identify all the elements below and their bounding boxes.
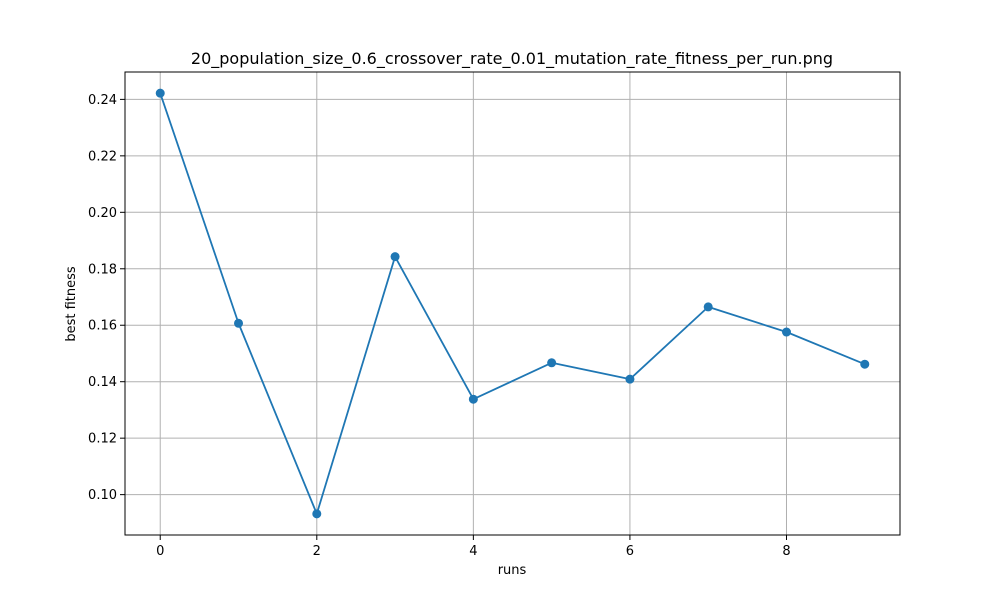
y-tick-label: 0.10 bbox=[88, 488, 117, 503]
y-tick-label: 0.14 bbox=[88, 375, 117, 390]
data-point bbox=[625, 374, 635, 384]
data-point bbox=[468, 394, 478, 404]
x-tick-label: 0 bbox=[156, 544, 164, 559]
axis-ticks: 0 2 4 6 8 0.10 0.12 0.14 0.16 0.18 0.20 0.22 0.24 bbox=[88, 93, 791, 559]
x-tick-label: 4 bbox=[469, 544, 477, 559]
data-point bbox=[155, 88, 165, 98]
y-tick-label: 0.16 bbox=[88, 319, 117, 334]
chart-title: 20_population_size_0.6_crossover_rate_0.… bbox=[191, 49, 833, 69]
data-point bbox=[547, 358, 557, 368]
series-layer bbox=[155, 88, 870, 519]
data-point bbox=[234, 318, 244, 328]
plot-frame bbox=[124, 71, 901, 536]
x-tick-label: 8 bbox=[782, 544, 790, 559]
y-axis-label: best fitness bbox=[64, 266, 79, 342]
y-tick-label: 0.24 bbox=[88, 93, 117, 108]
x-tick-label: 6 bbox=[626, 544, 634, 559]
data-point bbox=[703, 302, 713, 312]
data-point bbox=[312, 509, 322, 519]
data-point bbox=[390, 252, 400, 262]
y-tick-label: 0.12 bbox=[88, 432, 117, 447]
series-line bbox=[159, 92, 866, 515]
data-point bbox=[781, 327, 791, 337]
y-tick-label: 0.22 bbox=[88, 149, 117, 164]
y-tick-label: 0.20 bbox=[88, 206, 117, 221]
y-tick-label: 0.18 bbox=[88, 262, 117, 277]
x-tick-label: 2 bbox=[313, 544, 321, 559]
grid-lines bbox=[125, 72, 900, 535]
data-point bbox=[860, 359, 870, 369]
x-axis-label: runs bbox=[498, 563, 527, 578]
